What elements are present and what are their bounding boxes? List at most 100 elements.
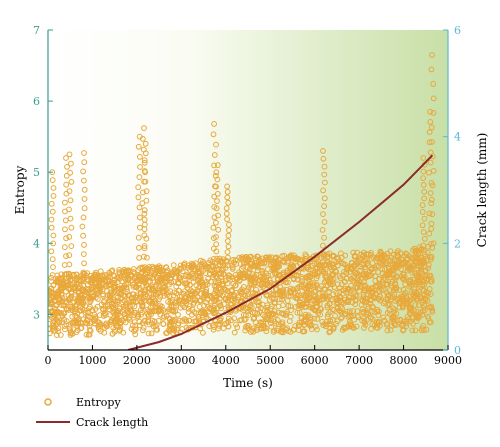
entropy-point [164,275,171,282]
axes: 0 1000 2000 3000 4000 5000 6000 7000 8000 9000 3 4 5… [33,24,462,367]
entropy-spike-point [62,199,68,206]
entropy-point [305,284,312,291]
entropy-point [293,256,299,263]
entropy-spike-point [214,191,221,197]
entropy-spike-point [430,81,437,87]
entropy-point [410,320,416,327]
entropy-spike-point [215,212,222,219]
entropy-point [336,285,343,291]
entropy-point [332,312,339,319]
entropy-point [172,308,179,315]
entropy-spike-point [68,179,75,185]
entropy-point [145,298,152,305]
entropy-point [217,317,224,324]
entropy-point [321,279,328,285]
entropy-point [272,255,279,262]
entropy-point [102,324,108,331]
entropy-point [211,270,218,277]
entropy-point [347,308,353,315]
entropy-point [138,300,145,306]
y-left-tick-label: 7 [33,24,40,37]
entropy-point [57,332,64,338]
entropy-point [375,312,382,319]
legend-item-entropy: Entropy [34,392,148,412]
entropy-spike-point [62,217,69,224]
entropy-point [185,305,192,312]
entropy-spike-point [321,195,328,202]
legend-label-entropy: Entropy [76,395,121,409]
entropy-point [352,284,359,291]
entropy-point [196,263,203,270]
entropy-point [311,315,318,322]
entropy-spike-point [420,242,427,249]
entropy-point [176,293,183,300]
entropy-spike-point [320,187,327,194]
entropy-spike-point [66,261,73,268]
entropy-spike-point [226,227,232,234]
entropy-spike-point [320,148,326,154]
entropy-point [310,280,316,287]
entropy-point [300,301,307,308]
entropy-spike-point [136,244,142,251]
entropy-spike-point [142,264,148,271]
entropy-point [315,310,322,317]
entropy-point [231,329,238,336]
entropy-point [390,267,397,274]
entropy-point [418,268,425,275]
entropy-point [419,246,425,252]
entropy-point [102,312,109,318]
entropy-point [117,273,124,280]
entropy-point [92,306,99,312]
entropy-point [59,295,66,301]
entropy-point [135,286,142,292]
entropy-point [138,307,144,313]
entropy-point [71,285,78,291]
entropy-point [229,266,236,272]
entropy-point [308,256,315,262]
entropy-point [181,295,188,302]
entropy-point [176,287,183,294]
entropy-spike-point [224,194,231,201]
entropy-point [52,327,59,334]
entropy-point [420,308,426,315]
entropy-point [202,281,209,288]
entropy-point [336,307,343,314]
entropy-spike-point [141,253,147,260]
entropy-point [223,258,230,264]
entropy-point [341,297,348,304]
entropy-point [217,270,223,277]
entropy-point [288,288,295,295]
entropy-point [243,272,250,279]
entropy-spike-point [210,131,217,138]
entropy-point [395,248,401,254]
entropy-point [129,322,136,329]
entropy-point [196,316,202,323]
entropy-point [200,329,206,336]
entropy-spike-point [211,193,218,200]
entropy-spike-point [427,159,434,166]
entropy-spike-point [136,174,143,181]
entropy-point [359,306,366,312]
entropy-point [115,294,121,301]
entropy-point [367,252,374,258]
entropy-point [263,315,270,322]
entropy-spike-point [66,188,73,195]
entropy-point [326,288,332,295]
entropy-point [376,283,383,290]
entropy-point [428,278,435,285]
entropy-point [296,309,303,316]
entropy-point [415,250,422,257]
entropy-point [301,321,308,328]
entropy-point [386,307,393,314]
entropy-point [196,284,203,290]
entropy-spike-point [142,150,149,157]
entropy-spike-point [63,155,69,161]
entropy-spike-point [139,135,146,142]
legend-swatch-entropy [44,398,52,406]
entropy-point [264,304,271,311]
entropy-point [87,314,93,321]
entropy-point [48,274,55,281]
entropy-spike-point [320,242,326,249]
entropy-point [327,328,334,335]
